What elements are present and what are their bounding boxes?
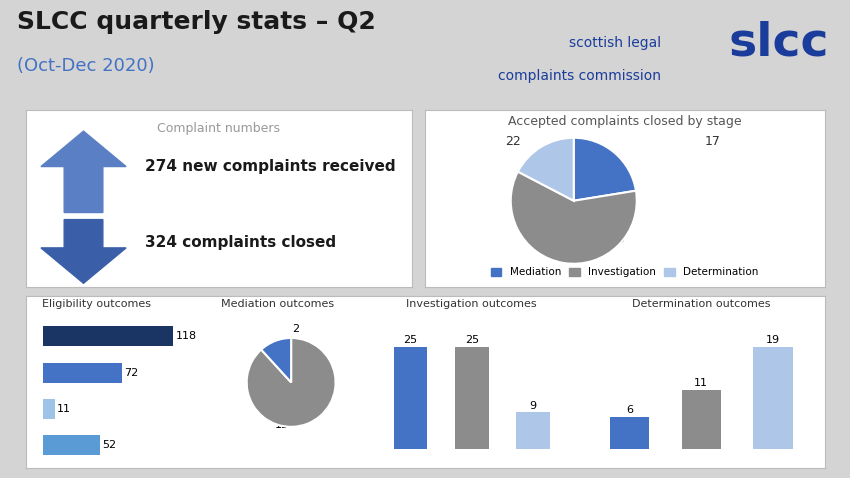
Bar <box>394 347 428 449</box>
Text: 11: 11 <box>57 404 71 414</box>
Text: 2: 2 <box>292 324 299 334</box>
Text: 17: 17 <box>705 135 721 148</box>
Text: 59: 59 <box>609 233 625 246</box>
Text: 324 complaints closed: 324 complaints closed <box>145 235 337 250</box>
Bar <box>42 399 54 419</box>
Bar <box>42 326 173 346</box>
Text: Eligibility outcomes: Eligibility outcomes <box>42 299 151 308</box>
Title: Investigation outcomes: Investigation outcomes <box>406 299 537 308</box>
Wedge shape <box>511 172 637 264</box>
Polygon shape <box>41 131 126 213</box>
Text: scottish legal: scottish legal <box>569 36 661 50</box>
Text: 11: 11 <box>694 378 708 388</box>
Text: SLCC quarterly stats – Q2: SLCC quarterly stats – Q2 <box>17 10 376 33</box>
Text: Accepted complaints closed by stage: Accepted complaints closed by stage <box>508 115 741 128</box>
Bar <box>609 417 649 449</box>
Wedge shape <box>246 338 336 427</box>
Text: 274 new complaints received: 274 new complaints received <box>145 159 396 174</box>
Text: Complaint numbers: Complaint numbers <box>157 122 280 135</box>
Polygon shape <box>41 219 126 283</box>
Bar <box>455 347 489 449</box>
Text: (Oct-Dec 2020): (Oct-Dec 2020) <box>17 57 155 75</box>
Text: Mediation outcomes: Mediation outcomes <box>221 299 334 308</box>
Bar <box>682 390 721 449</box>
Text: 72: 72 <box>124 368 139 378</box>
Title: Determination outcomes: Determination outcomes <box>632 299 770 308</box>
Text: 9: 9 <box>530 401 536 411</box>
Bar <box>42 435 100 456</box>
Text: 25: 25 <box>404 335 417 345</box>
Bar <box>516 413 550 449</box>
Bar <box>42 363 122 382</box>
Text: 15: 15 <box>275 421 289 430</box>
Wedge shape <box>574 138 636 201</box>
Text: slcc: slcc <box>728 21 829 65</box>
Text: 19: 19 <box>766 335 780 345</box>
Wedge shape <box>261 338 292 382</box>
Text: complaints commission: complaints commission <box>498 69 661 83</box>
Text: 6: 6 <box>626 405 633 415</box>
Text: 25: 25 <box>465 335 479 345</box>
Text: 52: 52 <box>102 440 116 450</box>
Wedge shape <box>518 138 574 201</box>
Text: 118: 118 <box>175 331 196 341</box>
Legend: Mediation, Investigation, Determination: Mediation, Investigation, Determination <box>487 263 762 282</box>
Text: 22: 22 <box>505 135 521 148</box>
Bar <box>753 347 793 449</box>
